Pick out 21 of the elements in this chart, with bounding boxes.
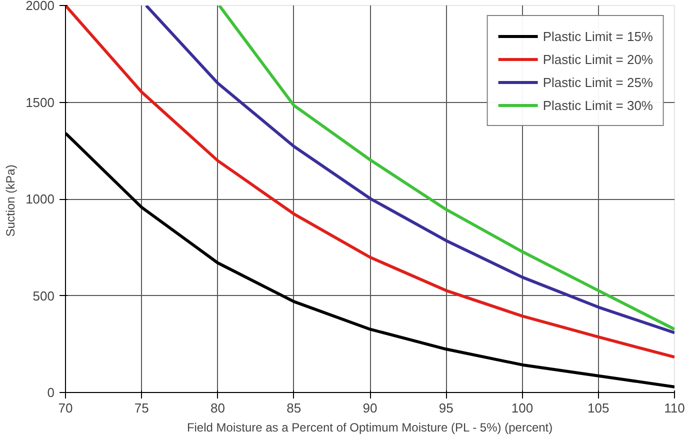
legend-label: Plastic Limit = 20% xyxy=(542,52,653,66)
x-tick-label: 110 xyxy=(664,400,685,416)
y-tick-label: 500 xyxy=(32,288,55,304)
x-tick-label: 75 xyxy=(134,400,149,416)
x-tick-label: 80 xyxy=(210,400,225,416)
x-tick-label: 70 xyxy=(58,400,73,416)
y-tick-label: 2000 xyxy=(26,0,54,13)
y-axis-title: Suction (kPa) xyxy=(4,164,18,237)
x-tick-label: 100 xyxy=(511,400,534,416)
line-series xyxy=(66,6,674,359)
x-tick-label: 90 xyxy=(362,400,378,416)
legend-label: Plastic Limit = 25% xyxy=(542,74,653,90)
x-tick-label: 95 xyxy=(438,400,454,416)
x-tick-label: 85 xyxy=(286,400,302,416)
y-tick-label: 1500 xyxy=(26,94,54,110)
x-axis-title: Field Moisture as a Percent of Optimum Moisture (PL - 5%) (percent) xyxy=(186,420,553,434)
legend-label: Plastic Limit = 15% xyxy=(542,28,653,44)
x-tick-label: 105 xyxy=(588,400,610,416)
y-tick-label: 1000 xyxy=(26,192,54,206)
y-tick-label: 0 xyxy=(47,385,55,400)
legend-label: Plastic Limit = 30% xyxy=(542,98,653,112)
